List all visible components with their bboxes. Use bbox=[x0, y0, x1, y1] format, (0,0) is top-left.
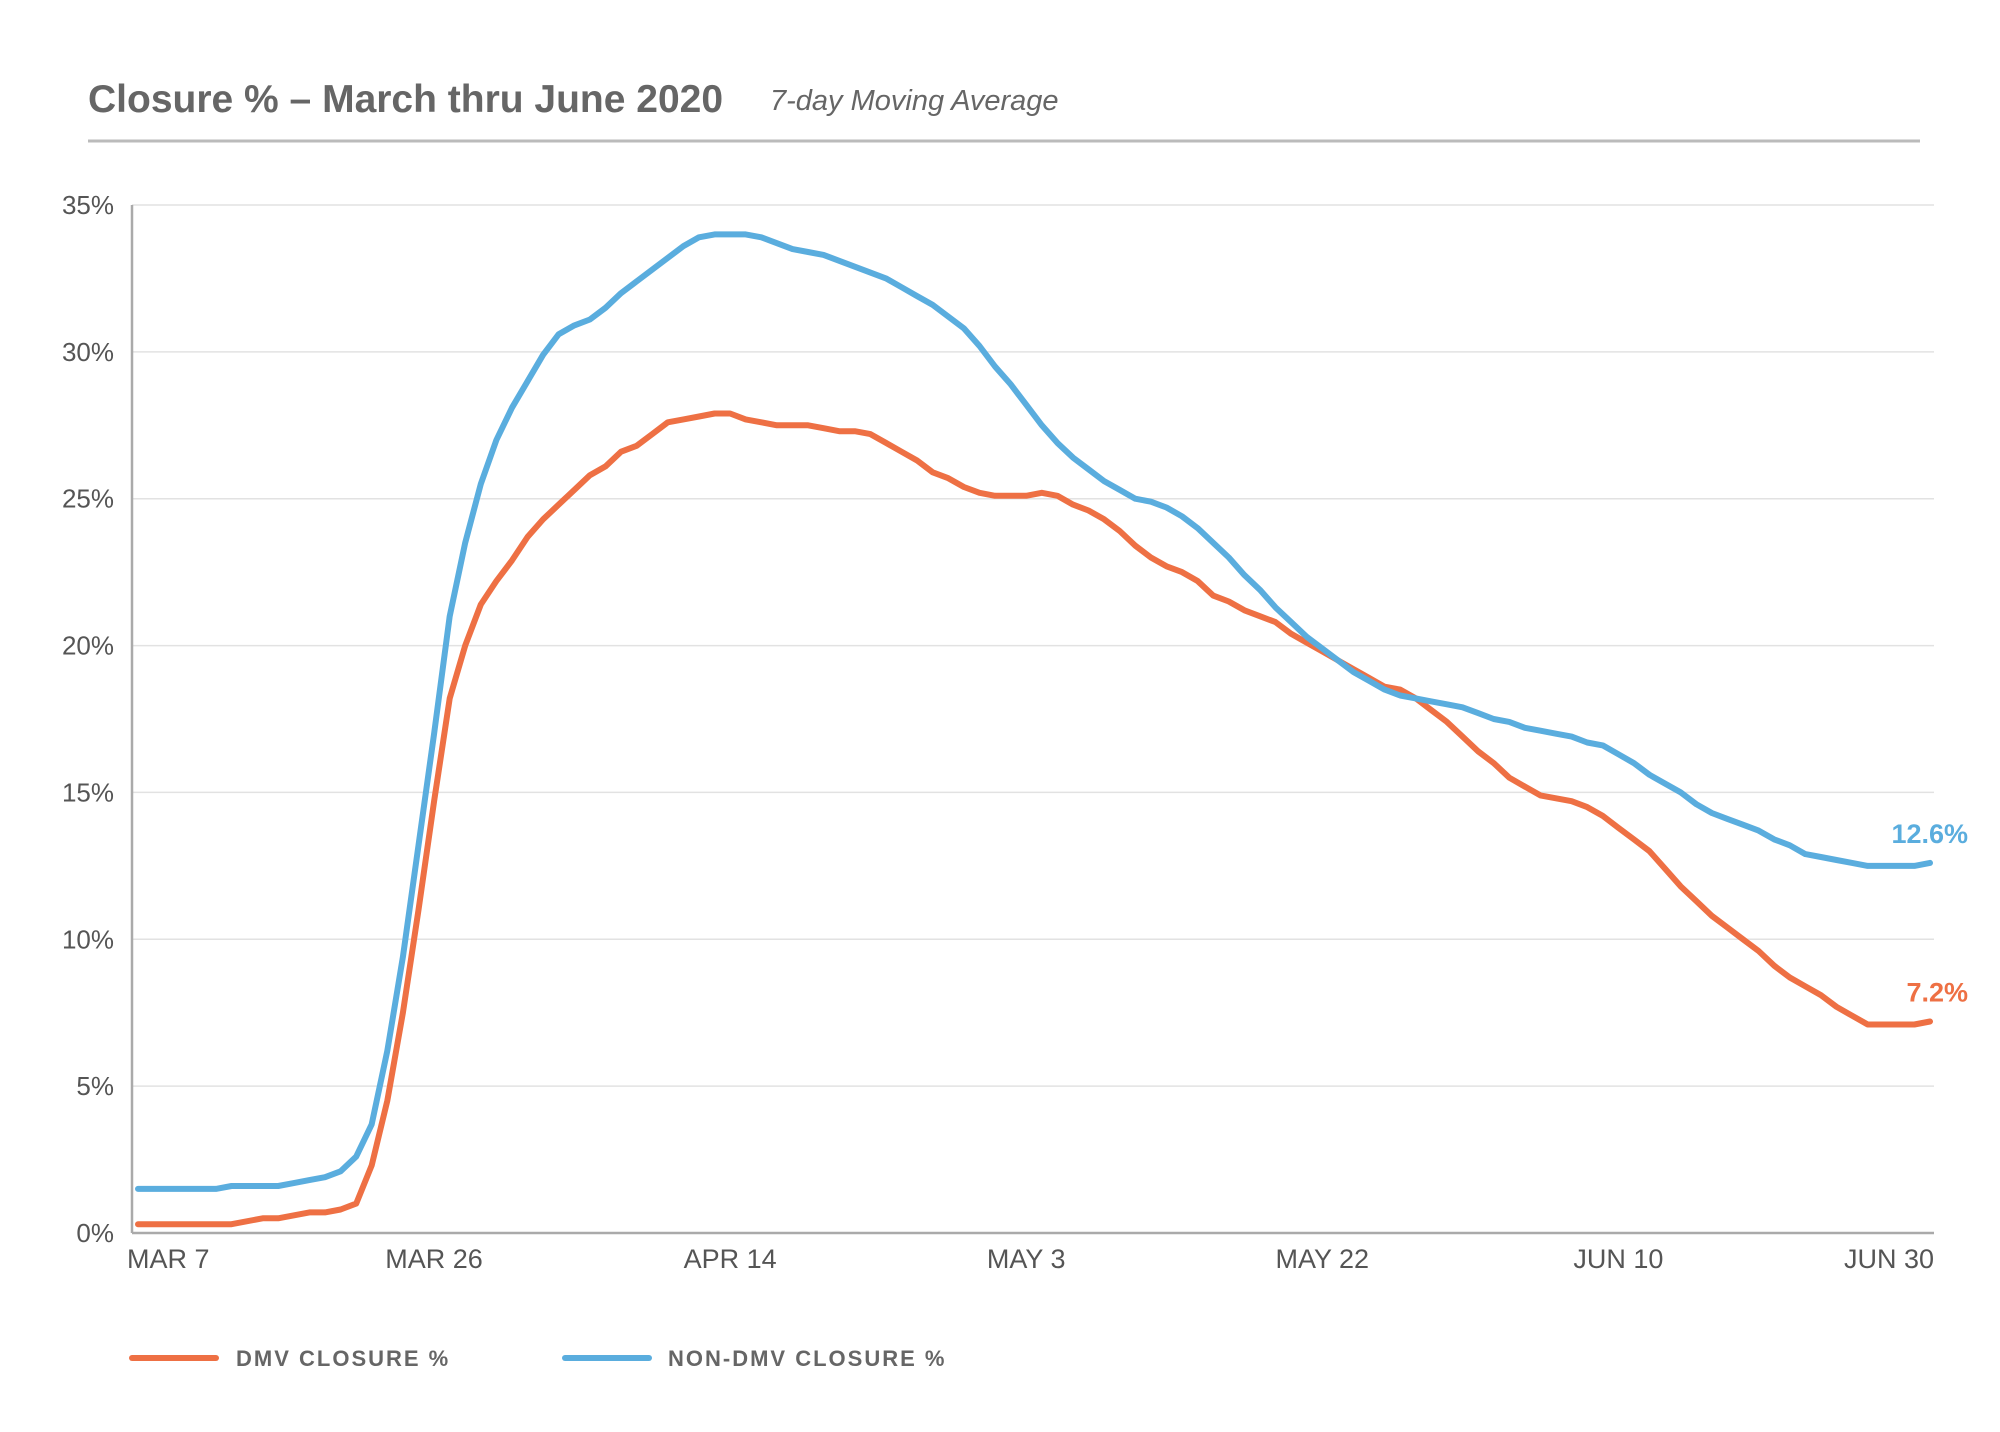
axes bbox=[130, 205, 1934, 1235]
x-tick-label: MAY 22 bbox=[1275, 1244, 1369, 1274]
series-line-dmv bbox=[135, 410, 1933, 1228]
x-tick-label: JUN 30 bbox=[1844, 1244, 1934, 1274]
y-tick-label: 20% bbox=[62, 631, 114, 661]
y-tick-label: 25% bbox=[62, 484, 114, 514]
legend: DMV CLOSURE % NON-DMV CLOSURE % bbox=[129, 1346, 946, 1371]
x-tick-label: MAR 7 bbox=[127, 1244, 210, 1274]
series-line-nondmv bbox=[135, 231, 1933, 1192]
x-tick-label: JUN 10 bbox=[1573, 1244, 1663, 1274]
x-tick-label: MAR 26 bbox=[385, 1244, 483, 1274]
series-lines bbox=[135, 231, 1933, 1228]
y-tick-label: 35% bbox=[62, 190, 114, 220]
gridlines bbox=[132, 204, 1934, 1087]
legend-label-dmv: DMV CLOSURE % bbox=[236, 1346, 450, 1371]
y-axis-ticks: 0% 5% 10% 15% 20% 25% 30% 35% bbox=[62, 190, 114, 1248]
y-tick-label: 15% bbox=[62, 777, 114, 807]
end-labels: 7.2% 12.6% bbox=[1891, 819, 1968, 1008]
x-tick-label: MAY 3 bbox=[987, 1244, 1066, 1274]
y-tick-label: 5% bbox=[76, 1071, 114, 1101]
end-value-label-nondmv: 12.6% bbox=[1891, 819, 1968, 849]
chart-title: Closure % – March thru June 2020 bbox=[88, 78, 723, 121]
y-tick-label: 30% bbox=[62, 337, 114, 367]
x-axis-ticks: MAR 7 MAR 26 APR 14 MAY 3 MAY 22 JUN 10 JUN 30 bbox=[127, 1244, 1934, 1274]
legend-label-nondmv: NON-DMV CLOSURE % bbox=[668, 1346, 946, 1371]
x-tick-label: APR 14 bbox=[684, 1244, 777, 1274]
y-tick-label: 10% bbox=[62, 924, 114, 954]
y-tick-label: 0% bbox=[76, 1218, 114, 1248]
chart-subtitle: 7-day Moving Average bbox=[770, 85, 1059, 117]
end-value-label-dmv: 7.2% bbox=[1906, 978, 1968, 1008]
